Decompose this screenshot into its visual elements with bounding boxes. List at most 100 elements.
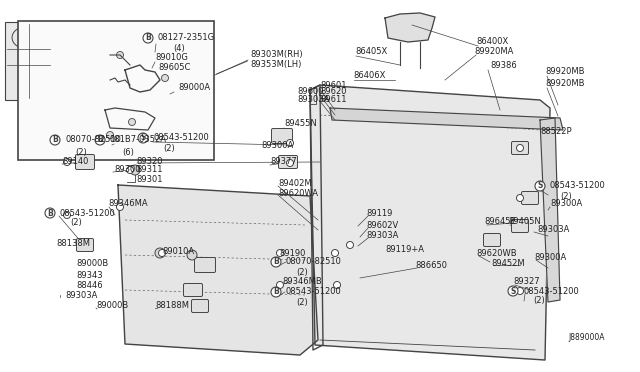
Text: 08070-82510: 08070-82510 [286,257,342,266]
Text: 89620WA: 89620WA [278,189,318,198]
Text: (2): (2) [296,267,308,276]
Text: 89010A: 89010A [162,247,194,257]
Text: 89140: 89140 [62,157,88,167]
Circle shape [271,287,281,297]
Circle shape [116,51,124,58]
Text: (2): (2) [560,192,572,201]
FancyBboxPatch shape [195,257,216,273]
FancyBboxPatch shape [483,234,500,247]
Text: 08543-51200: 08543-51200 [60,208,116,218]
Text: (2): (2) [296,298,308,307]
Text: 89455N: 89455N [284,119,317,128]
FancyBboxPatch shape [184,283,202,296]
Circle shape [516,195,524,202]
Text: 88188M: 88188M [155,301,189,310]
Circle shape [276,250,284,257]
Text: 08070-82510: 08070-82510 [65,135,121,144]
FancyBboxPatch shape [511,219,529,232]
Text: 89346MA: 89346MA [108,199,148,208]
Text: B: B [52,135,58,144]
Text: B: B [47,208,53,218]
Text: B: B [273,257,279,266]
Text: 89353M(LH): 89353M(LH) [250,61,301,70]
Text: 89300A: 89300A [534,253,566,263]
Text: 08543-51200: 08543-51200 [550,182,605,190]
Circle shape [516,288,524,295]
Text: 89300: 89300 [114,166,141,174]
Circle shape [143,33,153,43]
Bar [5,22,52,100]
Circle shape [346,241,353,248]
Text: (4): (4) [173,44,185,52]
Text: 89920MB: 89920MB [545,80,584,89]
Circle shape [116,203,124,211]
Text: (2): (2) [163,144,175,153]
Circle shape [187,250,197,260]
Text: 89119+A: 89119+A [385,246,424,254]
Circle shape [535,181,545,191]
Text: 08543-51200: 08543-51200 [523,286,579,295]
Bar [18,21,214,160]
FancyBboxPatch shape [278,155,298,169]
Text: 88138M: 88138M [56,240,90,248]
Text: 89119: 89119 [366,209,392,218]
Text: 89303A: 89303A [65,291,97,299]
Circle shape [63,212,70,218]
FancyBboxPatch shape [191,299,209,312]
Text: 89600: 89600 [297,87,323,96]
Text: 86405X: 86405X [355,48,387,57]
Circle shape [271,257,281,267]
Polygon shape [385,13,435,42]
Text: S: S [510,286,516,295]
Circle shape [276,282,284,289]
Text: 89311: 89311 [136,166,163,174]
Text: 89386: 89386 [490,61,516,71]
Text: B: B [97,135,103,144]
Circle shape [127,167,134,173]
Circle shape [161,74,168,81]
Text: 86400X: 86400X [476,38,508,46]
Text: (6): (6) [122,148,134,157]
Text: 89620WB: 89620WB [476,248,516,257]
Circle shape [509,286,516,294]
Circle shape [45,208,55,218]
Text: 89377: 89377 [270,157,297,167]
Text: 89303A: 89303A [537,225,570,234]
Polygon shape [540,118,560,302]
Text: 89320: 89320 [136,157,163,167]
Text: 89301: 89301 [136,174,163,183]
Text: 08127-2351G: 08127-2351G [158,33,215,42]
FancyBboxPatch shape [522,192,538,205]
Polygon shape [330,108,563,130]
Text: B: B [145,33,151,42]
Text: 89601: 89601 [320,81,346,90]
Circle shape [159,250,166,257]
Text: S: S [538,182,543,190]
Text: 89190: 89190 [279,248,305,257]
Text: 89300A: 89300A [261,141,293,151]
Text: 08543-51200: 08543-51200 [286,288,342,296]
Text: 89010G: 89010G [155,54,188,62]
Text: (2): (2) [533,296,545,305]
Text: 89000B: 89000B [96,301,128,311]
Circle shape [155,248,165,258]
Text: 89402M: 89402M [278,180,312,189]
Text: 89645E: 89645E [484,218,516,227]
Text: 89300A: 89300A [550,199,582,208]
Circle shape [287,160,294,167]
Polygon shape [118,185,318,355]
Text: 89303A: 89303A [297,96,330,105]
FancyBboxPatch shape [511,141,529,154]
Text: 89602V: 89602V [366,221,398,231]
Text: 89303A: 89303A [366,231,398,241]
Text: 89611: 89611 [320,96,346,105]
Text: 081B7-0352A: 081B7-0352A [110,135,167,144]
Circle shape [130,165,140,175]
Text: 88446: 88446 [76,282,102,291]
Text: 08543-51200: 08543-51200 [153,134,209,142]
Circle shape [63,158,70,166]
Circle shape [106,131,113,138]
Text: S: S [140,134,146,142]
Text: 89346MB: 89346MB [282,278,322,286]
Text: 89620: 89620 [320,87,346,96]
